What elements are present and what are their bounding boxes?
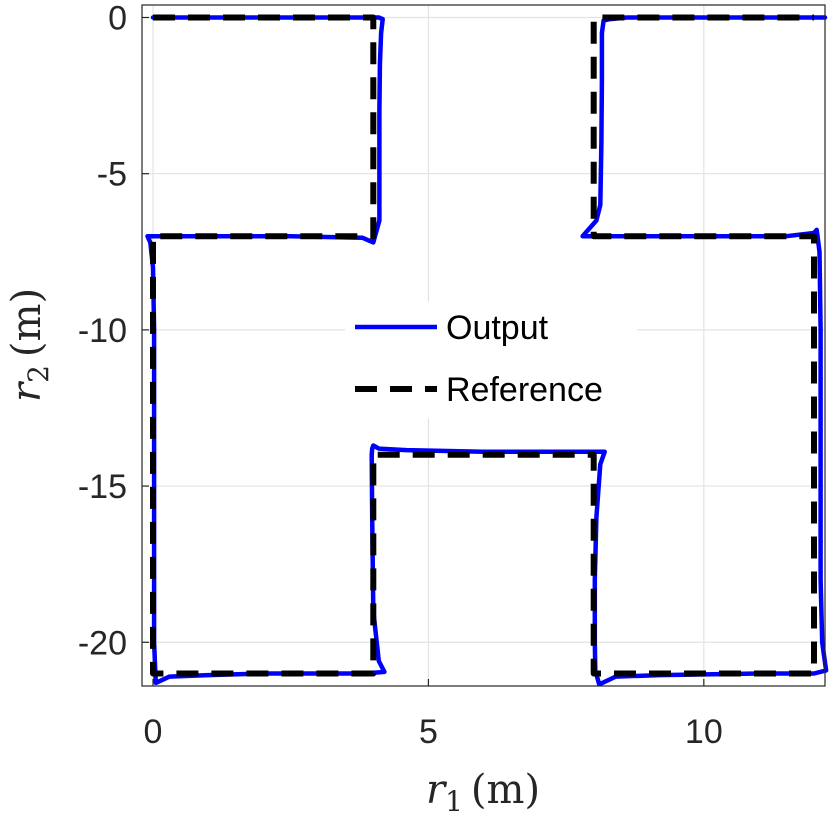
y-tick-label: 0 xyxy=(108,0,127,37)
y-tick-label: -20 xyxy=(78,624,127,662)
y-axis-label: r2(m) xyxy=(4,288,55,402)
axes-box xyxy=(141,4,826,687)
x-tick-label: 0 xyxy=(144,713,163,751)
x-axis-label: r1 (m) xyxy=(426,767,540,816)
y-tick-label: -5 xyxy=(97,156,127,194)
legend-label-output: Output xyxy=(446,309,549,347)
series-reference-line xyxy=(150,14,817,677)
legend-label-reference: Reference xyxy=(446,371,603,409)
legend-box xyxy=(345,302,637,418)
x-tick-label: 10 xyxy=(685,713,723,751)
y-tick-label: -10 xyxy=(78,312,127,350)
legend: Output Reference xyxy=(345,302,637,418)
y-tick-label: -15 xyxy=(78,468,127,506)
series-group xyxy=(145,14,829,686)
x-tick-label: 5 xyxy=(419,713,438,751)
axis-ticks: 0 5 10 0 -5 -10 -15 -20 xyxy=(78,0,723,751)
